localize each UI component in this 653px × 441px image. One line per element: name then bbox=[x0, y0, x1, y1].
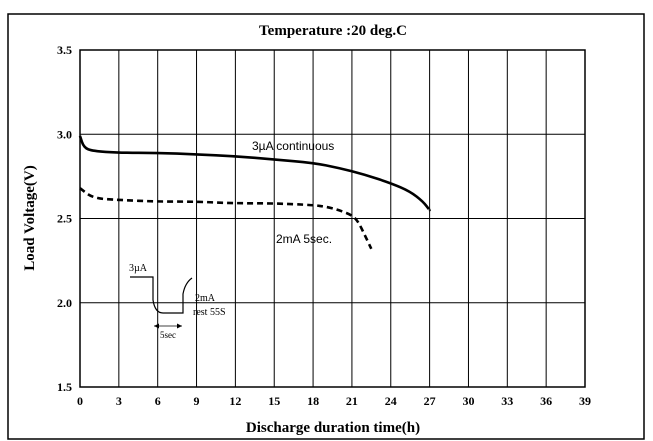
pulse-arrow-head-right bbox=[177, 323, 182, 329]
y-tick-label: 3.0 bbox=[57, 127, 72, 141]
inset-label-pulse: 5sec bbox=[160, 330, 176, 340]
x-tick-label: 9 bbox=[194, 394, 200, 408]
x-tick-label: 3 bbox=[116, 394, 122, 408]
inset-label-rest: rest 55S bbox=[193, 307, 226, 318]
x-tick-label: 0 bbox=[77, 394, 83, 408]
x-tick-label: 36 bbox=[540, 394, 552, 408]
outer-border bbox=[7, 13, 645, 440]
y-tick-label: 1.5 bbox=[57, 380, 72, 394]
y-tick-label: 2.0 bbox=[57, 296, 72, 310]
y-tick-labels: 1.5 2.0 2.5 3.0 3.5 bbox=[57, 43, 72, 394]
x-tick-label: 21 bbox=[346, 394, 358, 408]
x-tick-label: 12 bbox=[229, 394, 241, 408]
grid-lines bbox=[80, 50, 585, 387]
series-line-0 bbox=[78, 135, 431, 212]
x-tick-label: 39 bbox=[579, 394, 591, 408]
inset-label-3ua: 3µA bbox=[129, 263, 148, 274]
y-tick-label: 2.5 bbox=[57, 212, 72, 226]
y-axis-label: Load Voltage(V) bbox=[22, 165, 38, 270]
series-layer bbox=[78, 135, 431, 250]
series-label-3ua: 3µA continuous bbox=[252, 139, 334, 153]
chart-title: Temperature :20 deg.C bbox=[259, 23, 407, 39]
series-label-2ma: 2mA 5sec. bbox=[276, 232, 332, 246]
pulse-arrow-head-left bbox=[154, 323, 159, 329]
x-tick-label: 18 bbox=[307, 394, 319, 408]
pulse-inset: 3µA 2mA rest 55S 5sec bbox=[129, 263, 226, 340]
x-tick-label: 6 bbox=[155, 394, 161, 408]
x-tick-label: 15 bbox=[268, 394, 280, 408]
pulse-waveform bbox=[130, 276, 193, 314]
inset-label-2ma: 2mA bbox=[195, 293, 216, 304]
y-tick-label: 3.5 bbox=[57, 43, 72, 57]
x-tick-label: 27 bbox=[424, 394, 436, 408]
plot-border bbox=[79, 49, 586, 388]
x-tick-labels: 0 3 6 9 12 15 18 21 24 27 30 33 36 39 bbox=[77, 394, 591, 408]
x-tick-label: 30 bbox=[462, 394, 474, 408]
x-axis-label: Discharge duration time(h) bbox=[246, 420, 420, 436]
x-tick-label: 24 bbox=[385, 394, 397, 408]
x-tick-label: 33 bbox=[501, 394, 513, 408]
